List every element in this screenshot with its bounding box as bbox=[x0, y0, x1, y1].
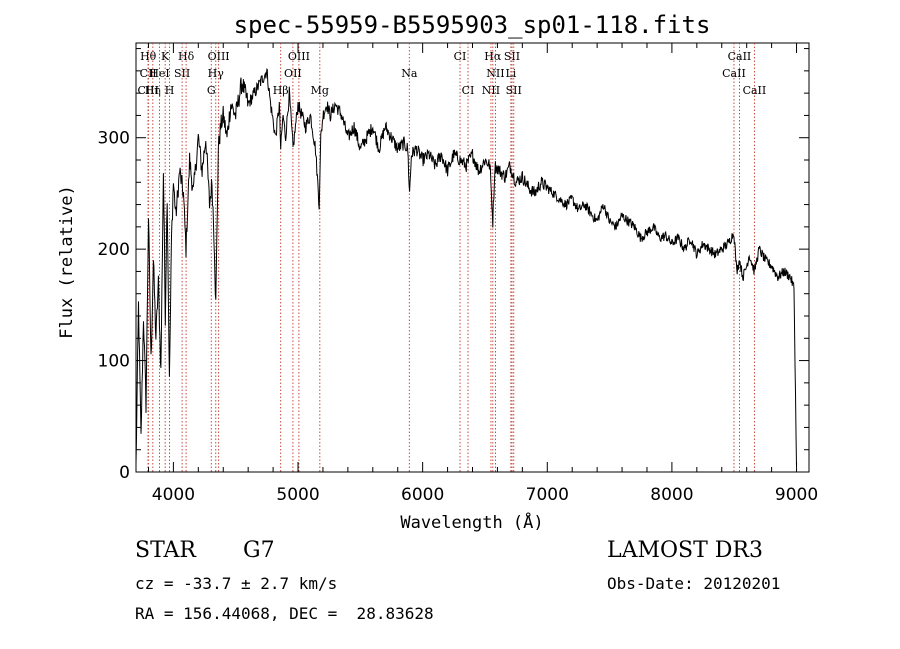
spectral-line-label: OIII bbox=[208, 50, 230, 63]
spectral-line-label: CI bbox=[454, 50, 467, 63]
spectral-line-label: NII bbox=[482, 84, 500, 97]
x-tick-label: 4000 bbox=[152, 485, 195, 505]
spectral-line-label: OII bbox=[284, 67, 302, 80]
spectral-line-label: Hγ bbox=[208, 67, 225, 80]
coordinates: RA = 156.44068, DEC = 28.83628 bbox=[135, 604, 434, 623]
obs-date: Obs-Date: 20120201 bbox=[607, 574, 781, 593]
spectral-line-label: Na bbox=[401, 67, 418, 80]
spectral-line-label: SII bbox=[174, 67, 190, 80]
spectral-line-label: CIII bbox=[137, 84, 158, 97]
spectral-line-label: K bbox=[161, 50, 170, 63]
spectral-line-label: OIII bbox=[288, 50, 310, 63]
spectral-line-label: Li bbox=[505, 67, 516, 80]
spectral-line-label: CaII bbox=[722, 67, 746, 80]
x-tick-label: 5000 bbox=[276, 485, 319, 505]
y-tick-label: 100 bbox=[98, 352, 130, 372]
spectral-line-label: SII bbox=[504, 50, 520, 63]
survey-name: LAMOST DR3 bbox=[607, 538, 763, 563]
object-class: STAR bbox=[135, 538, 196, 563]
spectral-line-label: HeI bbox=[149, 67, 169, 80]
object-subclass: G7 bbox=[243, 538, 275, 563]
spectral-line-label: NII bbox=[486, 67, 504, 80]
spectral-line-label: Hθ bbox=[140, 50, 157, 63]
spectral-line-label: Hδ bbox=[178, 50, 195, 63]
y-tick-label: 200 bbox=[98, 240, 130, 260]
axis-ticks-layer: 4000 5000 6000 7000 8000 9000 0 100 200 300 bbox=[98, 43, 818, 505]
spectral-line-label: G bbox=[207, 84, 216, 97]
redshift-line: cz = -33.7 ± 2.7 km/s bbox=[135, 574, 338, 593]
spectral-line-label: Hα bbox=[484, 50, 502, 63]
spectral-line-label: H bbox=[165, 84, 175, 97]
spectral-line-label: CI bbox=[462, 84, 475, 97]
plot-frame bbox=[135, 42, 810, 473]
x-tick-label: 9000 bbox=[775, 485, 818, 505]
x-axis-label: Wavelength (Å) bbox=[400, 511, 543, 533]
y-tick-label: 0 bbox=[119, 463, 130, 483]
x-tick-label: 8000 bbox=[650, 485, 693, 505]
flux-spectrum-line bbox=[135, 68, 797, 467]
y-tick-label: 300 bbox=[98, 129, 130, 149]
spectral-line-label: Mg bbox=[311, 84, 329, 97]
x-tick-label: 7000 bbox=[526, 485, 569, 505]
spectral-line-label: CII bbox=[140, 67, 157, 80]
spectral-line-label: Hη bbox=[145, 84, 161, 97]
spectral-line-label: SII bbox=[506, 84, 522, 97]
y-axis-label: Flux (relative) bbox=[57, 185, 77, 339]
spectral-line-label: Hβ bbox=[273, 84, 289, 97]
series-layer bbox=[135, 68, 797, 467]
chart-title: spec-55959-B5595903_sp01-118.fits bbox=[234, 11, 711, 39]
spectral-line-label: CaII bbox=[743, 84, 767, 97]
spectral-line-label: CaII bbox=[728, 50, 752, 63]
x-tick-label: 6000 bbox=[401, 485, 444, 505]
